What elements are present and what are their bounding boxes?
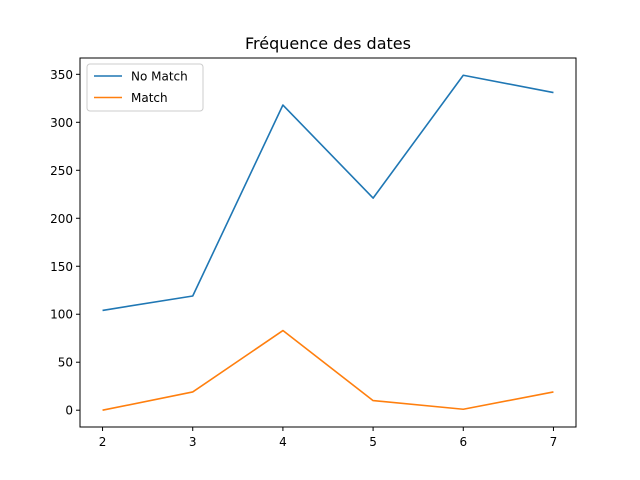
x-tick-label: 4 [279, 435, 287, 449]
series-line-1 [102, 329, 554, 411]
y-tick-label: 0 [65, 404, 73, 418]
y-tick-label: 200 [50, 212, 73, 226]
axes-frame [79, 57, 577, 428]
x-tick-label: 5 [369, 435, 377, 449]
y-tick-label: 150 [50, 260, 73, 274]
legend-label: Match [131, 91, 168, 105]
x-tick-label: 2 [99, 435, 107, 449]
legend-label: No Match [131, 70, 188, 84]
y-tick-label: 300 [50, 116, 73, 130]
y-tick-label: 250 [50, 164, 73, 178]
x-tick-label: 3 [189, 435, 197, 449]
y-tick-label: 350 [50, 68, 73, 82]
series-line-0 [102, 74, 554, 312]
x-tick-label: 6 [459, 435, 467, 449]
x-axis: 2 3 4 5 6 7 [99, 427, 558, 449]
chart-title: Fréquence des dates [245, 34, 411, 53]
y-tick-label: 50 [58, 356, 73, 370]
plot-area [102, 74, 554, 411]
y-axis: 0 50 100 150 200 250 300 350 [50, 68, 80, 418]
legend: No Match Match [86, 63, 204, 112]
y-tick-label: 100 [50, 308, 73, 322]
x-tick-label: 7 [550, 435, 558, 449]
